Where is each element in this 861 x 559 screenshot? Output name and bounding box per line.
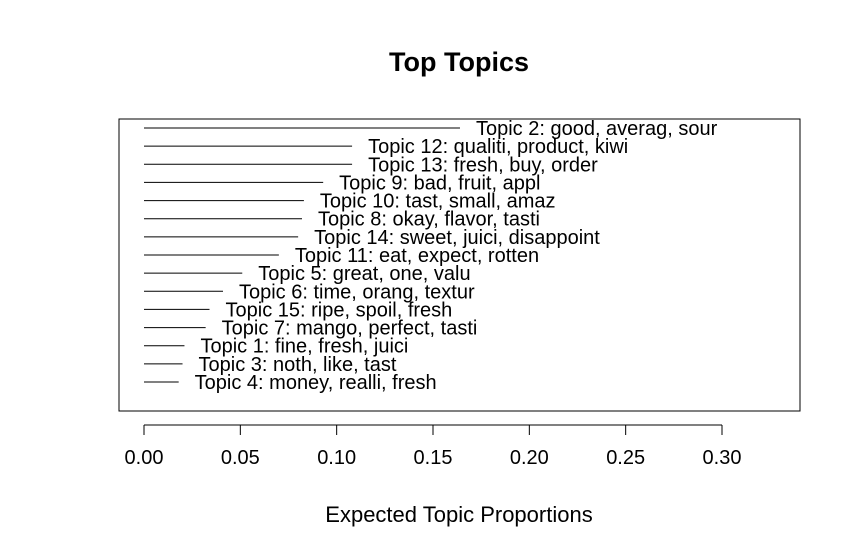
x-axis-ticks: 0.00 0.05 0.10 0.15 0.20 0.25 0.30 [125,425,742,469]
topic-label: Topic 2: good, averag, sour [476,118,718,140]
topic-label: Topic 6: time, orang, textur [239,281,475,303]
x-tick-label: 0.05 [221,447,260,469]
x-tick-label: 0.20 [510,447,549,469]
x-tick-label: 0.30 [703,447,742,469]
topic-label: Topic 7: mango, perfect, tasti [222,318,478,340]
chart-title: Top Topics [389,47,529,77]
topic-label: Topic 9: bad, fruit, appl [339,172,540,194]
topic-label: Topic 15: ripe, spoil, fresh [226,299,453,321]
plot-frame [118,118,801,412]
x-tick-label: 0.25 [606,447,645,469]
topic-label: Topic 4: money, realli, fresh [195,372,437,394]
topic-label: Topic 13: fresh, buy, order [368,154,598,176]
topic-label: Topic 11: eat, expect, rotten [295,245,539,267]
topic-label: Topic 12: qualiti, product, kiwi [368,136,628,158]
topic-label: Topic 8: okay, flavor, tasti [318,209,540,231]
x-tick-label: 0.10 [317,447,356,469]
x-tick-label: 0.00 [125,447,164,469]
topic-label: Topic 5: great, one, valu [258,263,470,285]
topic-label: Topic 10: tast, small, amaz [320,191,556,213]
x-tick-label: 0.15 [414,447,453,469]
x-axis-label: Expected Topic Proportions [325,502,592,527]
topic-label: Topic 14: sweet, juici, disappoint [314,227,600,249]
topic-label: Topic 1: fine, fresh, juici [200,336,408,358]
topic-label: Topic 3: noth, like, tast [199,354,397,376]
